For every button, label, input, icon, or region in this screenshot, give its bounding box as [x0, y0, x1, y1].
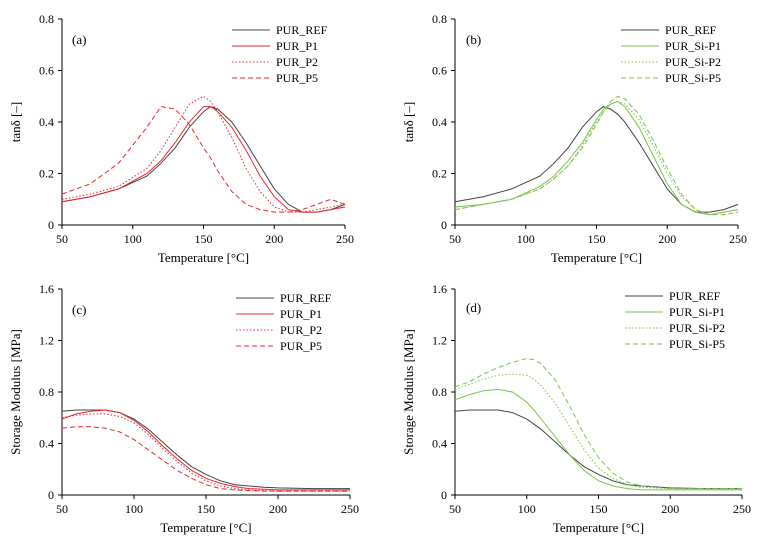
legend-label: PUR_Si-P5: [665, 71, 721, 85]
series-line-pur-p1: [61, 106, 346, 213]
legend-label: PUR_P2: [276, 55, 318, 69]
y-tick-label: 0.6: [39, 64, 54, 78]
x-tick-label: 250: [733, 502, 751, 516]
legend-label: PUR_Si-P2: [665, 55, 721, 69]
panel-label: (d): [466, 300, 481, 315]
panel-a-tan-delta: 50 100 150 200 250 0 0.2 0.4 0.6 0.8 Temperature […: [8, 12, 354, 265]
panel-b-tan-delta: 50 100 150 200 250 0 0.2 0.4 0.6 0.8 Temperature […: [401, 12, 747, 265]
x-tick-label: 200: [658, 232, 676, 246]
x-tick-label: 250: [341, 502, 359, 516]
series-line-pur-p5: [61, 426, 350, 492]
x-axis-label: Temperature [°C]: [160, 520, 251, 535]
legend-label: PUR_P1: [276, 39, 318, 53]
series-line-pur-p1: [61, 409, 350, 491]
y-tick-label: 0: [48, 488, 54, 502]
legend-label: PUR_REF: [276, 23, 328, 37]
y-tick-label: 0.8: [39, 12, 54, 26]
y-tick-label: 0.4: [39, 437, 54, 451]
x-tick-label: 50: [56, 232, 68, 246]
legend-label: PUR_P2: [280, 323, 322, 337]
series-line-pur-si-p2: [454, 100, 739, 216]
x-axis-label: Temperature [°C]: [158, 250, 249, 265]
x-tick-label: 150: [590, 502, 608, 516]
series-line-pur-si-p1: [454, 100, 739, 216]
legend-label: PUR_Si-P5: [669, 337, 725, 351]
series-line-pur-si-p2: [454, 373, 742, 490]
series-line-pur-p2: [61, 413, 350, 492]
x-tick-label: 100: [518, 502, 536, 516]
y-tick-label: 0: [441, 488, 447, 502]
y-tick-label: 0: [48, 218, 54, 232]
y-tick-label: 0.2: [39, 167, 54, 181]
panel-label: (b): [466, 32, 481, 47]
series-line-pur-ref: [454, 409, 742, 490]
legend-label: PUR_REF: [280, 291, 332, 305]
legend-label: PUR_Si-P1: [669, 305, 725, 319]
y-tick-label: 0.8: [432, 385, 447, 399]
series-line-pur-ref: [61, 106, 346, 213]
y-tick-label: 1.6: [432, 282, 447, 296]
legend-label: PUR_REF: [665, 23, 717, 37]
x-tick-label: 250: [336, 232, 354, 246]
series-line-pur-si-p5: [454, 95, 739, 216]
y-tick-label: 1.6: [39, 282, 54, 296]
y-tick-label: 0.4: [39, 115, 54, 129]
x-axis-label: Temperature [°C]: [551, 250, 642, 265]
y-tick-label: 1.2: [432, 334, 447, 348]
legend-label: PUR_REF: [669, 289, 721, 303]
x-axis-label: Temperature [°C]: [553, 520, 644, 535]
x-tick-label: 50: [449, 502, 461, 516]
x-tick-label: 50: [449, 232, 461, 246]
series-line-pur-ref: [61, 409, 350, 490]
legend-label: PUR_P5: [276, 71, 318, 85]
y-tick-label: 0.4: [432, 437, 447, 451]
x-tick-label: 100: [517, 232, 535, 246]
x-tick-label: 250: [729, 232, 747, 246]
y-tick-label: 0.8: [432, 12, 447, 26]
series-line-pur-si-p5: [454, 357, 742, 490]
panel-d-storage-modulus: 50 100 150 200 250 0 0.4 0.8 1.2 1.6 Temperature […: [401, 282, 751, 535]
panel-label: (a): [72, 32, 86, 47]
y-axis-label: tanδ [–]: [401, 102, 416, 142]
y-axis-label: Storage Modulus [MPa]: [8, 329, 23, 455]
x-tick-label: 200: [661, 502, 679, 516]
y-tick-label: 0.8: [39, 385, 54, 399]
y-axis-label: tanδ [–]: [8, 102, 23, 142]
y-tick-label: 0: [441, 218, 447, 232]
legend-label: PUR_Si-P2: [669, 321, 725, 335]
x-tick-label: 200: [269, 502, 287, 516]
x-tick-label: 100: [125, 502, 143, 516]
legend-label: PUR_P5: [280, 339, 322, 353]
x-tick-label: 200: [265, 232, 283, 246]
x-tick-label: 50: [56, 502, 68, 516]
x-tick-label: 150: [588, 232, 606, 246]
y-axis-label: Storage Modulus [MPa]: [401, 329, 416, 455]
panel-label: (c): [72, 302, 86, 317]
y-tick-label: 0.6: [432, 64, 447, 78]
x-tick-label: 100: [124, 232, 142, 246]
series-line-pur-si-p1: [454, 388, 742, 491]
legend-label: PUR_P1: [280, 307, 322, 321]
y-tick-label: 0.2: [432, 167, 447, 181]
series-line-pur-p2: [61, 95, 346, 213]
panel-c-storage-modulus: 50 100 150 200 250 0 0.4 0.8 1.2 1.6 Temperature […: [8, 282, 359, 535]
y-tick-label: 1.2: [39, 334, 54, 348]
x-tick-label: 150: [197, 502, 215, 516]
series-line-pur-p5: [61, 106, 346, 213]
legend-label: PUR_Si-P1: [665, 39, 721, 53]
y-tick-label: 0.4: [432, 115, 447, 129]
x-tick-label: 150: [195, 232, 213, 246]
